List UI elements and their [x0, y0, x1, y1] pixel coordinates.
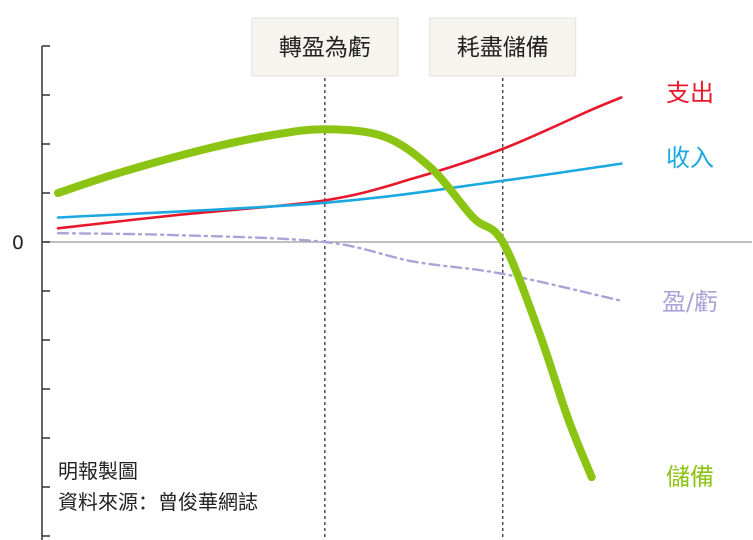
series-label: 收入	[666, 144, 714, 172]
marker-label: 耗盡儲備	[457, 35, 549, 61]
source-line-credit: 明報製圖	[58, 459, 138, 483]
marker-label-box	[429, 17, 577, 77]
series-label: 支出	[666, 79, 714, 107]
source-note: 明報製圖 資料來源：曾俊華網誌	[58, 456, 258, 518]
marker-label: 轉盈為虧	[279, 35, 371, 61]
y-tick-label: 0	[12, 232, 24, 254]
series-label: 盈/虧	[662, 288, 718, 316]
series-label: 儲備	[666, 463, 714, 491]
series-line	[54, 125, 596, 482]
source-line-origin: 資料來源：曾俊華網誌	[58, 490, 258, 514]
marker-label-box	[251, 17, 399, 77]
series-line	[56, 96, 623, 230]
series-line	[56, 162, 623, 219]
series-line	[56, 231, 623, 302]
